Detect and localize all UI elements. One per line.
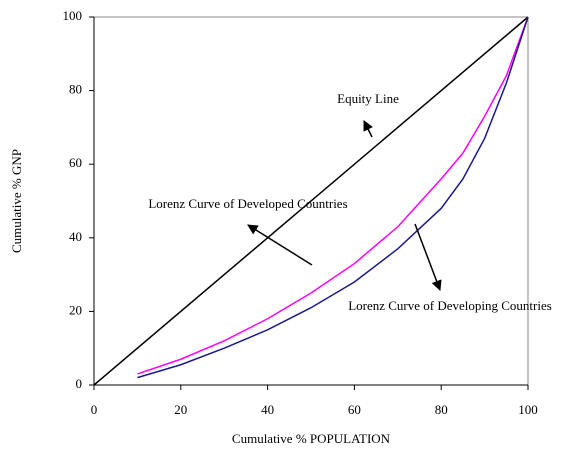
y-tick-label: 20 <box>69 302 82 317</box>
line-series <box>137 16 529 375</box>
y-tick-label: 80 <box>69 82 82 97</box>
y-tick-label: 0 <box>76 376 83 391</box>
x-tick-label: 20 <box>174 402 187 417</box>
annotation-arrow <box>363 120 373 138</box>
annotation: Lorenz Curve of Developed Countries <box>148 196 347 211</box>
x-axis-label: Cumulative % POPULATION <box>232 431 391 446</box>
y-tick-label: 100 <box>63 8 83 23</box>
x-tick-label: 40 <box>261 402 274 417</box>
line-series <box>137 16 529 379</box>
x-tick-label: 0 <box>91 402 98 417</box>
annotation-arrow <box>414 223 442 291</box>
x-tick-label: 60 <box>348 402 361 417</box>
annotation-arrow <box>247 224 313 266</box>
y-tick-label: 40 <box>69 229 82 244</box>
y-axis-label: Cumulative % GNP <box>9 149 24 253</box>
annotation: Lorenz Curve of Developing Countries <box>348 298 552 313</box>
annotation: Equity Line <box>337 91 399 106</box>
y-tick-label: 60 <box>69 155 82 170</box>
line-series <box>93 16 529 386</box>
x-tick-label: 100 <box>518 402 538 417</box>
x-tick-label: 80 <box>435 402 448 417</box>
